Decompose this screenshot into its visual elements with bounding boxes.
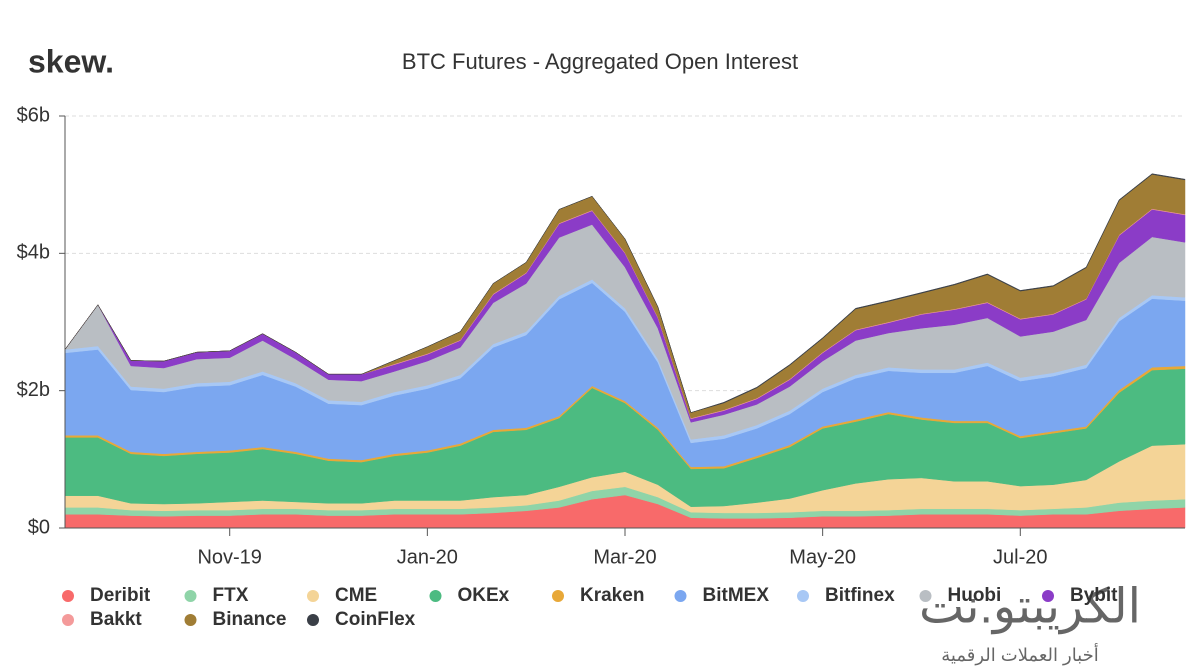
- area: [64, 173, 1186, 413]
- y-tick-label: $6b: [17, 104, 50, 126]
- legend-marker: [797, 590, 809, 602]
- y-tick-label: $2b: [17, 379, 50, 401]
- legend-label: Bybit: [1070, 585, 1118, 606]
- x-tick-label: Jul-20: [993, 546, 1047, 568]
- legend-marker: [62, 614, 74, 626]
- y-tick-label: $4b: [17, 242, 50, 264]
- x-tick-label: Nov-19: [197, 546, 261, 568]
- legend-label: OKEx: [458, 585, 510, 606]
- legend-marker: [674, 590, 687, 602]
- chart-title: BTC Futures - Aggregated Open Interest: [402, 49, 798, 74]
- logo: skew.: [28, 43, 114, 79]
- legend-label: BitMEX: [703, 585, 770, 606]
- legend-marker: [184, 590, 197, 602]
- legend-marker: [1042, 590, 1054, 602]
- x-tick-label: May-20: [789, 546, 856, 568]
- legend-marker: [62, 590, 74, 602]
- legend-label: Deribit: [90, 585, 151, 606]
- watermark-tagline: أخبار العملات الرقمية: [941, 643, 1099, 666]
- legend-label: CoinFlex: [335, 609, 416, 630]
- legend-marker: [307, 614, 319, 626]
- legend-label: Kraken: [580, 585, 644, 606]
- legend-label: FTX: [213, 585, 249, 606]
- x-tick-label: Mar-20: [593, 546, 656, 568]
- legend-marker: [184, 614, 197, 626]
- legend-marker: [429, 590, 442, 602]
- legend-label: Bitfinex: [825, 585, 895, 606]
- legend-label: Huobi: [948, 585, 1002, 606]
- legend-marker: [307, 590, 319, 602]
- x-tick-label: Jan-20: [397, 546, 458, 568]
- y-tick-label: $0: [28, 516, 50, 538]
- legend-label: Bakkt: [90, 609, 142, 630]
- legend-label: Binance: [213, 609, 287, 630]
- legend-marker: [919, 590, 932, 602]
- watermark-name: الكريبتو.نت: [919, 581, 1141, 635]
- legend-label: CME: [335, 585, 377, 606]
- legend-marker: [552, 590, 564, 602]
